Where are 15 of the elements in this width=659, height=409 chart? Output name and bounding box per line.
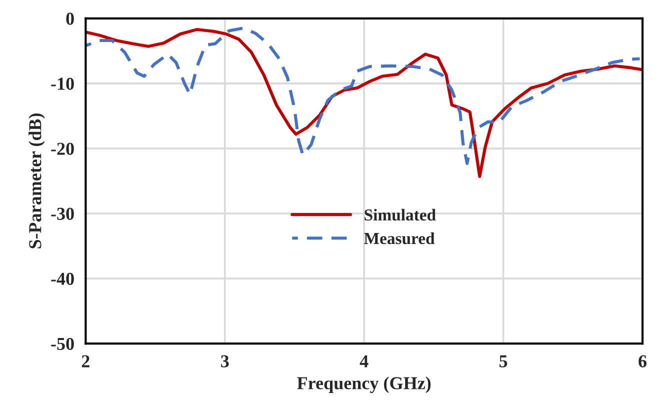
y-tick-label: -20: [51, 142, 74, 155]
x-tick-label: 5: [500, 355, 508, 368]
y-axis-title: S-Parameter (dB): [28, 113, 45, 248]
legend-label: Simulated: [364, 208, 436, 221]
y-tick-label: -10: [51, 78, 74, 90]
x-axis-title: Frequency (GHz): [297, 376, 431, 394]
y-tick-label: 0: [66, 12, 74, 25]
x-tick-label: 6: [638, 355, 647, 368]
legend-label: Measured: [364, 232, 435, 244]
y-tick-label: -30: [51, 208, 74, 220]
x-tick-label: 4: [360, 355, 368, 368]
y-tick-label: -40: [51, 272, 74, 285]
y-tick-label: -50: [51, 338, 74, 350]
x-tick-label: 2: [82, 355, 90, 368]
x-tick-label: 3: [221, 355, 229, 368]
